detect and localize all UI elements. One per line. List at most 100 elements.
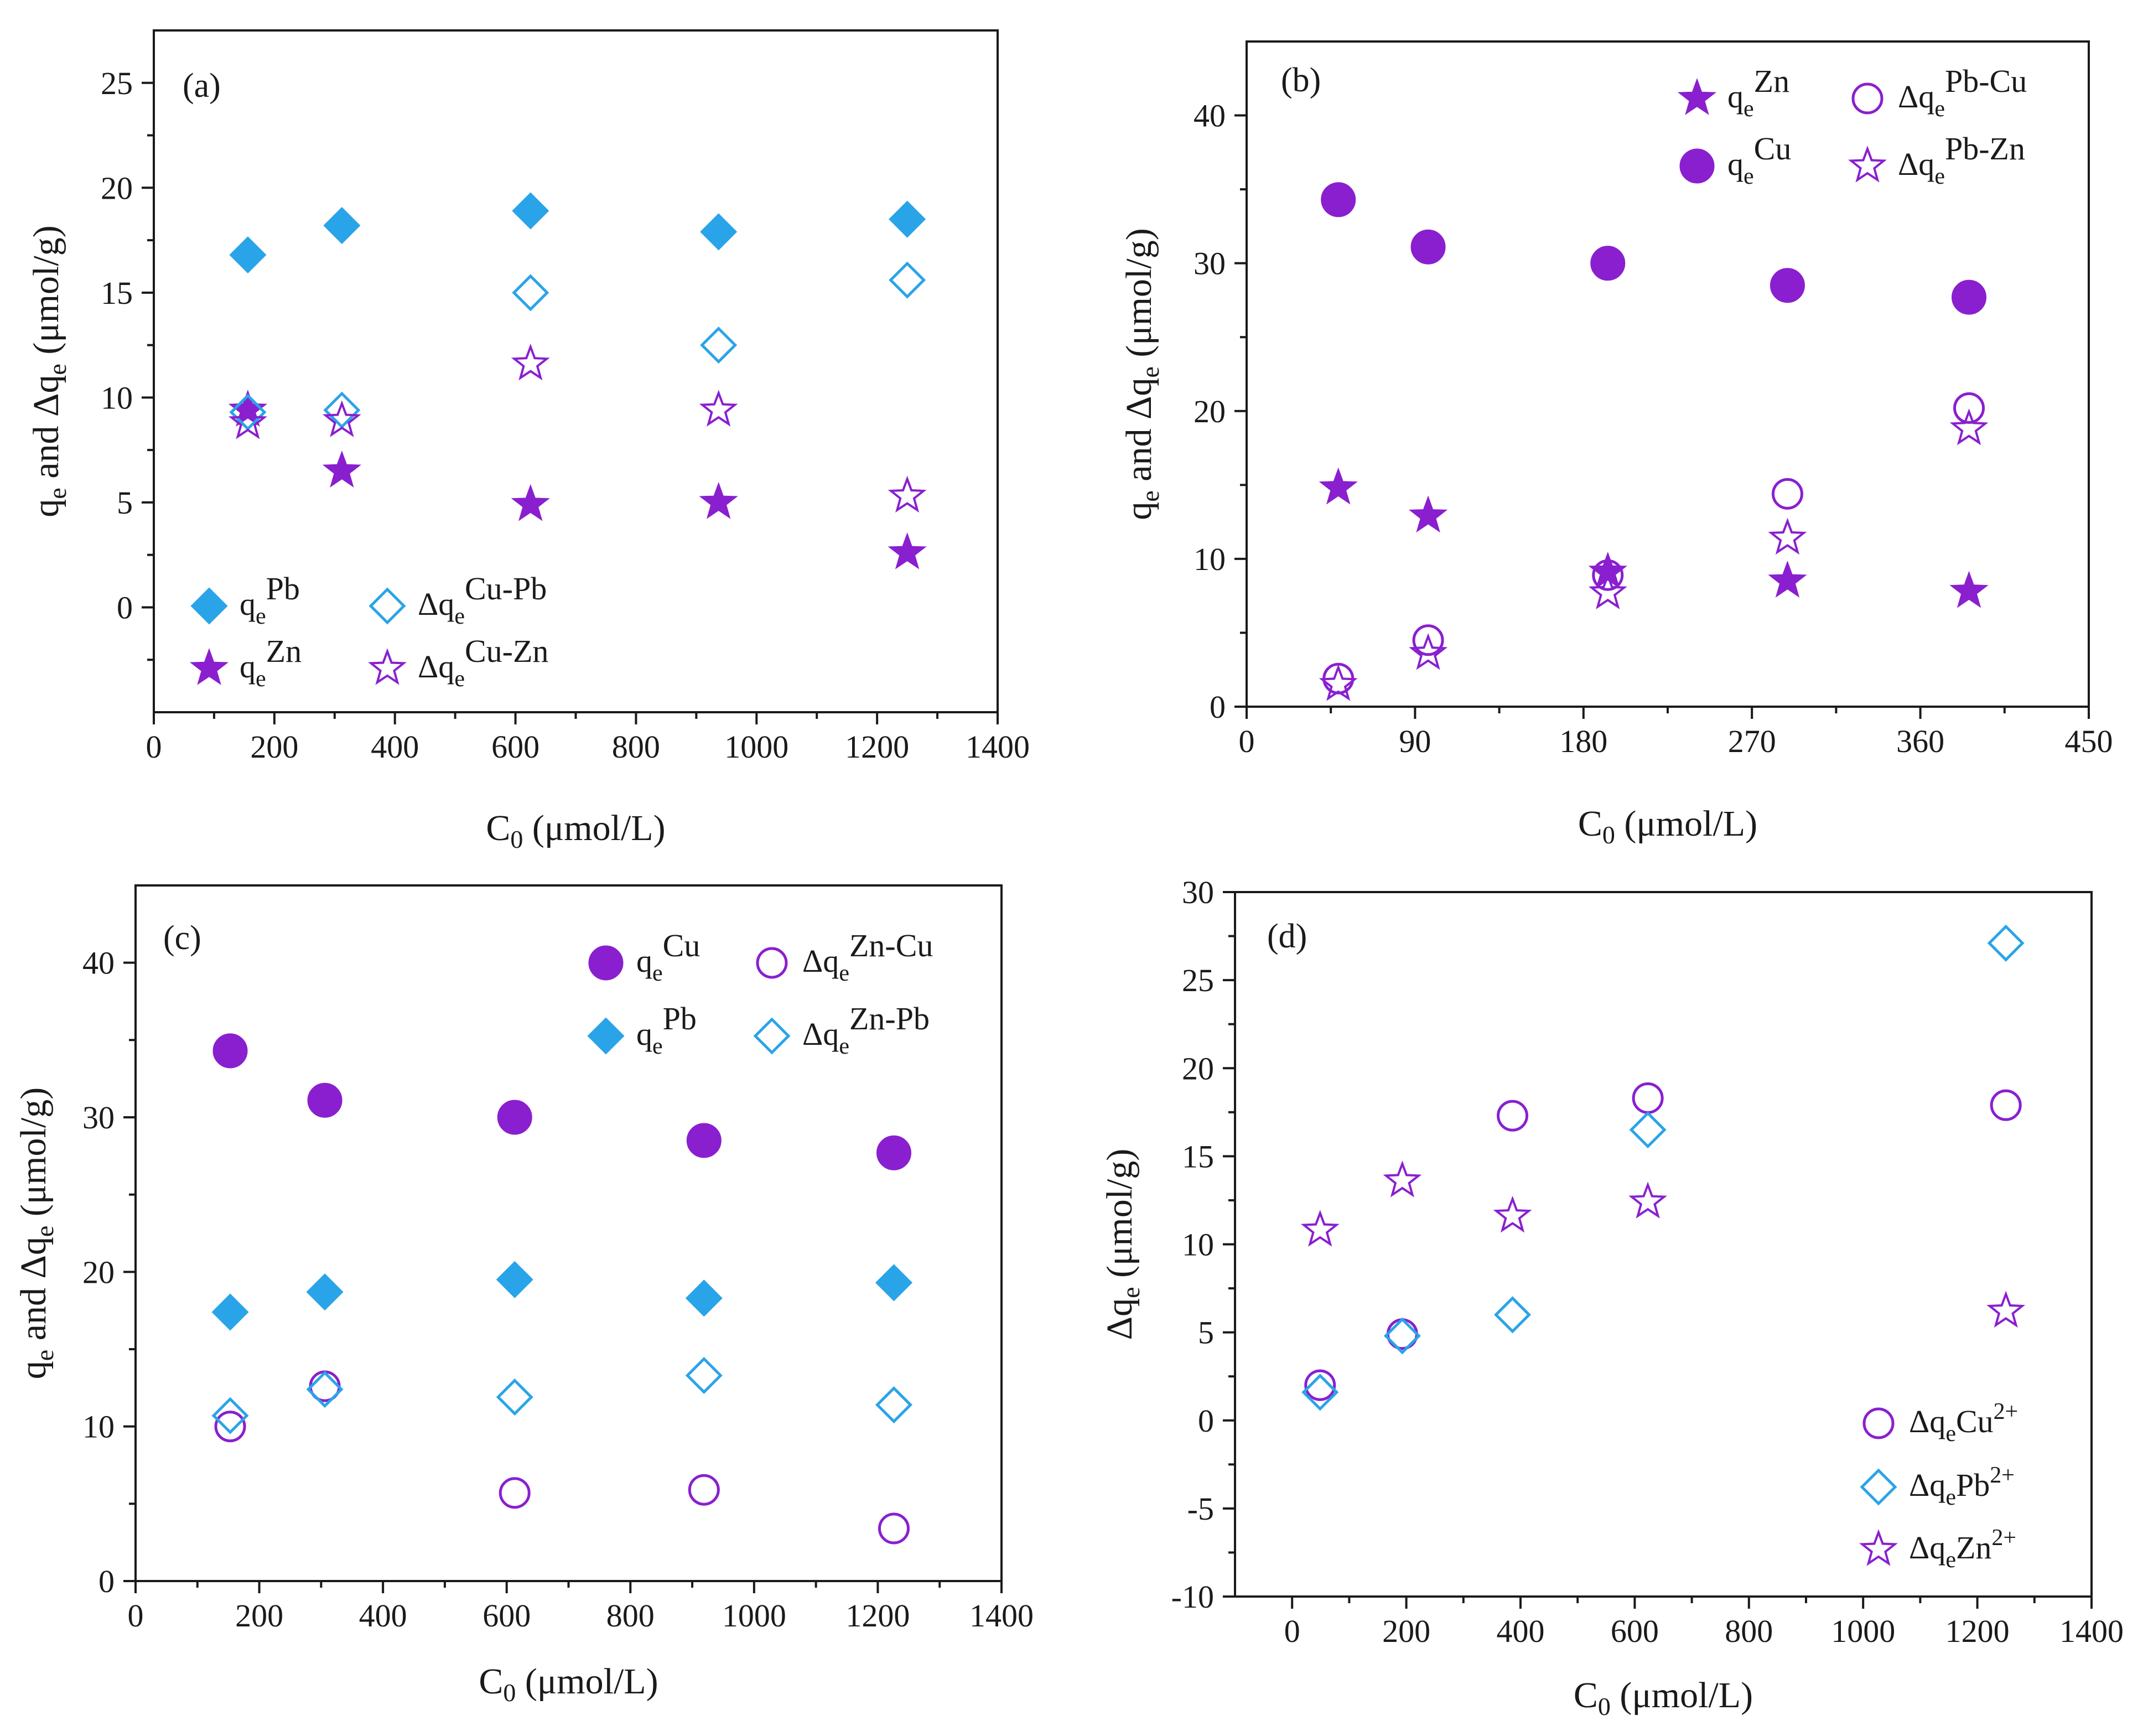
panel-d-x-tick-label: 0 — [1284, 1613, 1300, 1649]
panel-b-point — [1321, 182, 1356, 217]
panel-c-x-tick-label: 1200 — [845, 1598, 910, 1634]
panel-a-point — [323, 207, 361, 245]
panel-d-point — [1383, 1160, 1422, 1198]
panel-d-y-tick-label: 20 — [1182, 1050, 1214, 1086]
panel-c-y-tick-label: 30 — [82, 1100, 115, 1136]
panel-a-point — [229, 236, 267, 274]
panel-c-x-axis-title: C0 (μmol/L) — [479, 1661, 658, 1707]
panel-d-point — [1497, 1100, 1529, 1132]
panel-d-x-axis-title: C0 (μmol/L) — [1574, 1675, 1753, 1721]
panel-a-point — [512, 192, 549, 230]
panel-c-x-tick-label: 800 — [606, 1598, 655, 1634]
panel-a-point — [511, 484, 550, 521]
panel-a-point — [888, 475, 927, 513]
panel-a-legend-label: qePb — [240, 571, 300, 629]
panel-d-y-tick-label: 30 — [1182, 874, 1214, 910]
panel-a-point — [512, 274, 549, 312]
panel-d-y-tick-label: -5 — [1187, 1491, 1214, 1527]
panel-a-y-axis-title: qe and Δqe (μmol/g) — [26, 225, 71, 517]
panel-c-legend-marker — [753, 1017, 791, 1055]
panel-c-series-1 — [211, 1261, 913, 1331]
panel-d-series-2 — [1300, 1160, 2026, 1328]
panel-d-x-tick-label: 1400 — [2059, 1613, 2124, 1649]
panel-b-legend-marker — [1848, 146, 1887, 183]
panel-b-point — [1410, 229, 1446, 265]
panel-c-point — [875, 1264, 913, 1302]
panel-a-point — [322, 400, 361, 437]
panel-d-legend-marker — [1859, 1529, 1898, 1566]
panel-c-point — [686, 1123, 722, 1158]
panel-c-x-tick-label: 400 — [359, 1598, 407, 1634]
panel-c-label: (c) — [163, 919, 201, 957]
panel-d-x-tick-label: 400 — [1497, 1613, 1545, 1649]
panel-c-legend: qeCu qePb ΔqeZn-Cu ΔqeZn-Pb — [587, 927, 933, 1059]
panel-c: 0 200 400 600 800 1000 1200 1400 0 10 20 30 40 (c) C0 … — [13, 884, 1034, 1707]
panel-a-x-tick-label: 800 — [612, 729, 660, 765]
panel-d-point — [1300, 1210, 1340, 1247]
panel-b-series-3 — [1319, 408, 1989, 701]
panel-c-series-0 — [212, 1033, 911, 1170]
panel-a-legend-label: qeZn — [240, 633, 302, 692]
panel-d-legend: ΔqeCu2+ ΔqePb2+ ΔqeZn2+ — [1859, 1399, 2018, 1573]
panel-d-point — [1986, 1291, 2026, 1328]
panel-a-x-tick-label: 1200 — [845, 729, 909, 765]
panel-c-legend-label: ΔqeZn-Pb — [802, 1001, 930, 1059]
panel-b-x-tick-label: 0 — [1239, 723, 1255, 759]
panel-c-x-tick-label: 200 — [235, 1598, 283, 1634]
panel-a-legend-label: ΔqeCu-Zn — [418, 633, 548, 692]
panel-d-legend-label: ΔqePb2+ — [1909, 1463, 2015, 1510]
panel-c-y-tick-label: 20 — [82, 1254, 115, 1290]
panel-b-point — [1770, 268, 1805, 303]
panel-a-point — [699, 390, 738, 427]
panel-b-y-tick-label: 30 — [1194, 246, 1226, 282]
panel-a-legend-marker — [368, 648, 407, 685]
panel-a-series-0 — [229, 192, 926, 274]
panel-b-point — [1953, 392, 1985, 424]
panel-c-legend-marker — [588, 945, 624, 981]
panel-d-y-axis-title: Δqe (μmol/g) — [1099, 1149, 1145, 1340]
panel-a-x-tick-label: 200 — [250, 729, 298, 765]
panel-a-series-3 — [228, 343, 927, 513]
panel-c-point — [688, 1474, 720, 1506]
panel-b-x-tick-label: 180 — [1559, 723, 1607, 759]
panel-c-x-tick-label: 1400 — [969, 1598, 1034, 1634]
panel-b-legend-label: qeZn — [1727, 63, 1789, 122]
panel-a-x-tick-label: 400 — [371, 729, 419, 765]
panel-a-x-axis-title: C0 (μmol/L) — [486, 808, 665, 853]
panel-b-point — [1408, 495, 1448, 533]
panel-c-legend-marker — [756, 947, 788, 979]
panel-d-x-tick-label: 200 — [1382, 1613, 1430, 1649]
panel-a-point — [700, 327, 738, 364]
panel-d-y-tick-label: 0 — [1198, 1403, 1214, 1439]
panel-a-legend-marker — [190, 587, 228, 625]
panel-c-point — [878, 1512, 910, 1545]
panel-d-point — [1304, 1369, 1336, 1401]
panel-c-point — [496, 1379, 533, 1416]
panel-b-point — [1588, 572, 1627, 610]
panel-d-y-tick-label: 15 — [1182, 1138, 1214, 1174]
panel-a-point — [699, 481, 738, 519]
panel-a-y-tick-label: 25 — [101, 65, 133, 101]
panel-b-x-tick-label: 90 — [1399, 723, 1431, 759]
panel-c-point — [306, 1273, 344, 1311]
panel-d-label: (d) — [1267, 918, 1307, 955]
panel-b-y-tick-label: 20 — [1194, 393, 1226, 429]
panel-a-legend-label: ΔqeCu-Pb — [418, 571, 547, 629]
panel-d-legend-marker — [1860, 1468, 1897, 1506]
panel-b-point — [1412, 624, 1444, 656]
panel-d-series-1 — [1301, 924, 2025, 1411]
panel-c-point — [876, 1135, 911, 1170]
panel-a-label: (a) — [183, 67, 221, 105]
panel-b-y-tick-label: 10 — [1194, 541, 1226, 577]
panel-c-point — [685, 1279, 723, 1317]
panel-c-point — [211, 1293, 249, 1331]
panel-a-y-tick-label: 10 — [101, 380, 133, 416]
panel-c-point — [497, 1100, 532, 1135]
panel-c-point — [306, 1371, 344, 1408]
panel-b-point — [1592, 559, 1624, 591]
panel-d-y-tick-label: 5 — [1198, 1315, 1214, 1351]
panel-b-point — [1768, 517, 1807, 555]
panel-b-y-tick-label: 40 — [1194, 98, 1226, 134]
panel-b-legend-marker — [1679, 148, 1715, 184]
